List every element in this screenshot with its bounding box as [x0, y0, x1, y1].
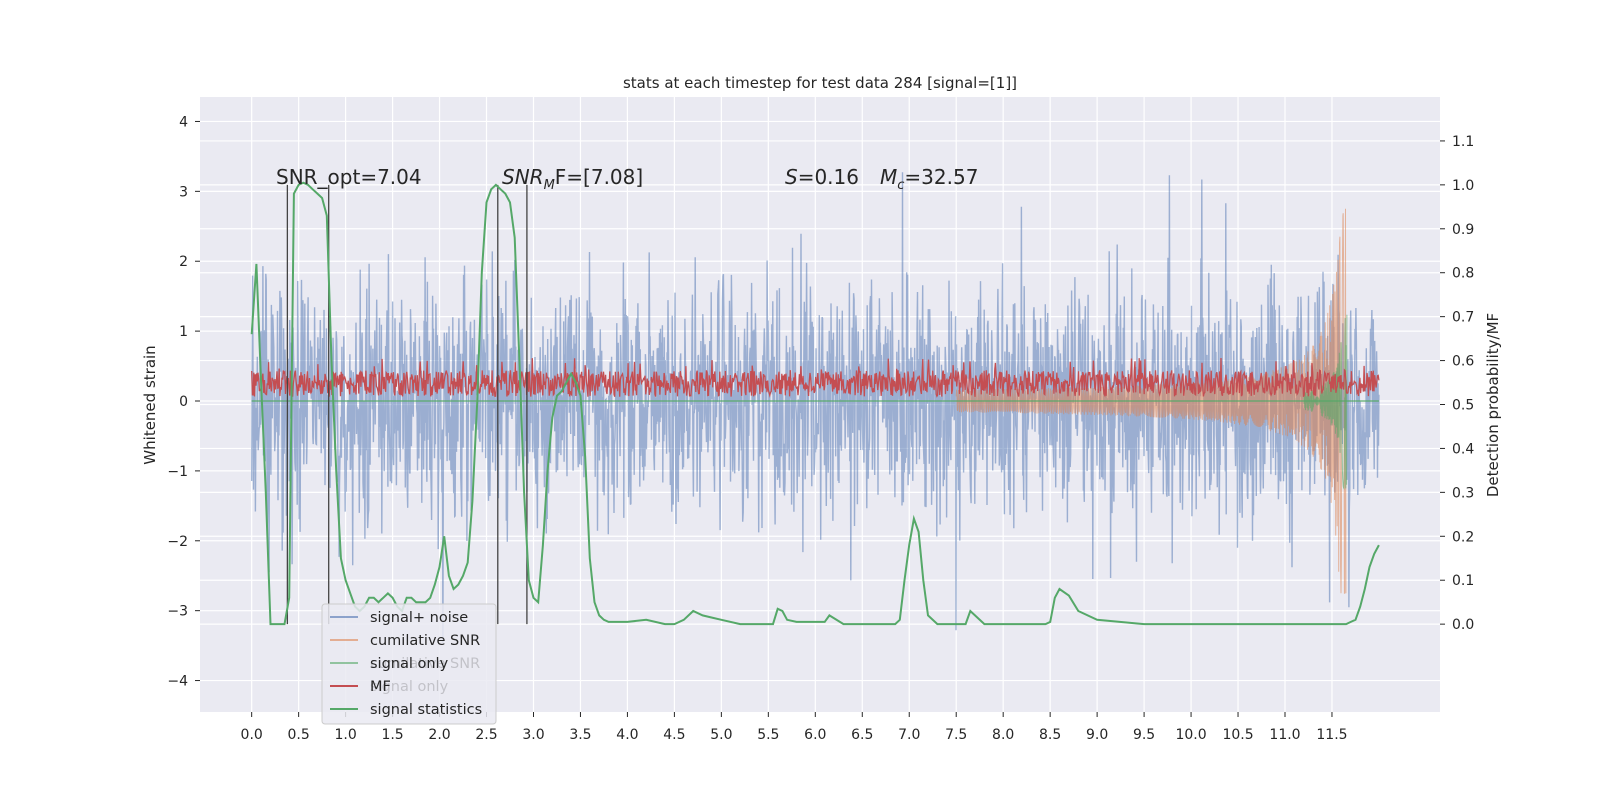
x-tick-label-0: 0.0 [241, 727, 263, 743]
snr-mf-annotation: SNRMF=[7.08] [502, 165, 643, 193]
x-tick-label-6: 3.0 [522, 727, 544, 743]
trace-cumulative-snr [955, 208, 1347, 594]
x-tick-label-14: 7.0 [898, 727, 920, 743]
x-tick-label-2: 1.0 [334, 727, 356, 743]
y2-tick-label-3: 0.8 [1452, 266, 1474, 282]
s-annotation: S=0.16 [785, 165, 859, 189]
right-y-axis-label: Detection probability/MF [1484, 313, 1502, 497]
legend: cumilative SNR signal only signal+ noise… [321, 603, 497, 725]
x-tick-label-13: 6.5 [851, 727, 873, 743]
legend-label-signal-statistics: signal statistics [370, 702, 482, 718]
y-tick-label-0: 4 [179, 114, 188, 130]
mc-annotation: Mc=32.57 [880, 165, 978, 193]
y2-tick-label-1: 1.0 [1452, 178, 1474, 194]
x-tick-label-23: 11.5 [1316, 727, 1347, 743]
y2-tick-label-7: 0.4 [1452, 441, 1474, 457]
y-tick-label-6: −2 [167, 534, 188, 550]
snr-mf-subscript: M [544, 178, 555, 193]
s-value: =0.16 [798, 165, 859, 189]
legend-label-mf: MF [370, 679, 391, 695]
snr-mf-symbol: SNR [502, 165, 544, 189]
x-tick-label-4: 2.0 [428, 727, 450, 743]
y2-tick-label-0: 1.1 [1452, 134, 1474, 150]
mc-subscript: c [897, 178, 904, 193]
x-tick-label-5: 2.5 [475, 727, 497, 743]
x-tick-label-1: 0.5 [288, 727, 310, 743]
y-tick-label-7: −3 [167, 604, 188, 620]
legend-label-signal-noise: signal+ noise [370, 610, 468, 626]
y-tick-label-2: 2 [179, 254, 188, 270]
mc-value: =32.57 [904, 165, 978, 189]
x-tick-label-20: 10.0 [1175, 727, 1206, 743]
y2-tick-label-2: 0.9 [1452, 222, 1474, 238]
x-tick-label-9: 4.5 [663, 727, 685, 743]
y2-tick-label-10: 0.1 [1452, 573, 1474, 589]
x-tick-label-19: 9.5 [1133, 727, 1155, 743]
x-tick-label-7: 3.5 [569, 727, 591, 743]
y2-tick-label-11: 0.0 [1452, 617, 1474, 633]
x-axis: 0.0 0.5 1.0 1.5 2.0 2.5 3.0 3.5 4.0 4.5 5.0 5.5 6.0 6… [241, 712, 1348, 743]
y2-tick-label-5: 0.6 [1452, 354, 1474, 370]
x-tick-label-10: 5.0 [710, 727, 732, 743]
y2-tick-label-4: 0.7 [1452, 310, 1474, 326]
x-tick-label-18: 9.0 [1086, 727, 1108, 743]
legend-box [321, 603, 497, 725]
legend-ghost-label-1: cumilative SNR [370, 656, 480, 672]
x-tick-label-22: 11.0 [1269, 727, 1300, 743]
y-tick-label-3: 1 [179, 324, 188, 340]
y-tick-label-1: 3 [179, 184, 188, 200]
x-tick-label-12: 6.0 [804, 727, 826, 743]
snr-mf-value: F=[7.08] [555, 165, 643, 189]
trace-signal-noise [251, 172, 1380, 643]
y-tick-label-5: −1 [167, 464, 188, 480]
left-y-axis: 4 3 2 1 0 −1 −2 −3 −4 [167, 114, 200, 690]
x-tick-label-8: 4.0 [616, 727, 638, 743]
legend-ghost-label-2: signal only [370, 679, 449, 695]
x-tick-label-3: 1.5 [381, 727, 403, 743]
left-y-axis-label: Whitened strain [141, 345, 159, 464]
trace-mf [251, 357, 1380, 398]
s-symbol: S [785, 165, 798, 189]
x-tick-label-16: 8.0 [992, 727, 1014, 743]
y2-tick-label-8: 0.3 [1452, 485, 1474, 501]
mc-symbol: M [880, 165, 897, 189]
y-tick-label-4: 0 [179, 394, 188, 410]
chart-title: stats at each timestep for test data 284… [623, 74, 1017, 92]
x-tick-label-17: 8.5 [1039, 727, 1061, 743]
legend-label-cumulative-snr: cumilative SNR [370, 633, 480, 649]
legend-label-signal-only: signal only [370, 656, 449, 672]
y2-tick-label-9: 0.2 [1452, 529, 1474, 545]
x-tick-label-15: 7.5 [945, 727, 967, 743]
right-y-axis: 1.1 1.0 0.9 0.8 0.7 0.6 0.5 0.4 0.3 0.2 0.1 0.0 [1440, 134, 1474, 633]
x-tick-label-11: 5.5 [757, 727, 779, 743]
y2-tick-label-6: 0.5 [1452, 398, 1474, 414]
snr-opt-annotation: SNR_opt=7.04 [276, 165, 422, 189]
y-tick-label-8: −4 [167, 674, 188, 690]
x-tick-label-21: 10.5 [1222, 727, 1253, 743]
